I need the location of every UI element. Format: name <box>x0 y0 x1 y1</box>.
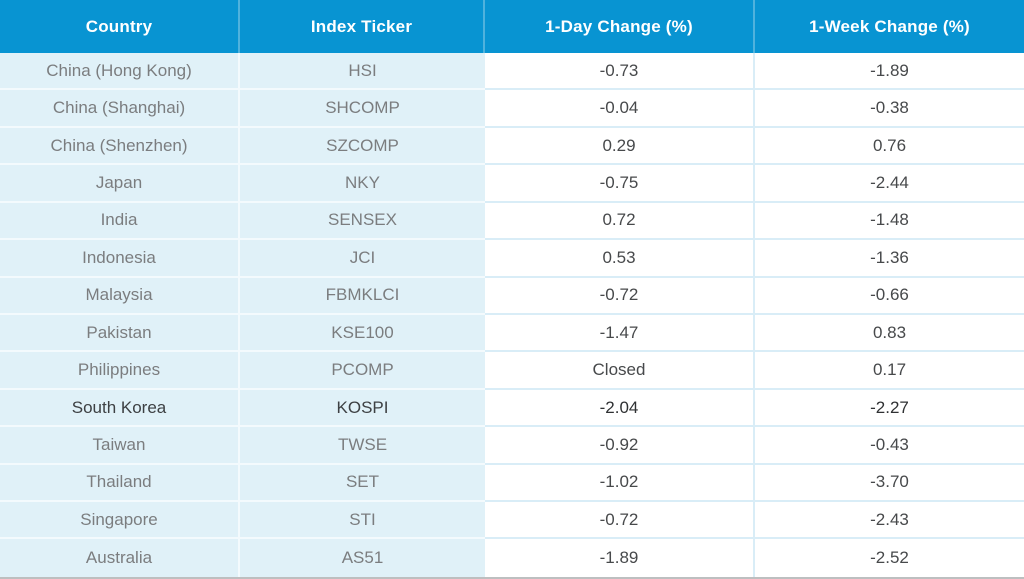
cell-week-change: -1.36 <box>755 240 1024 278</box>
cell-day-change: -1.89 <box>485 539 755 577</box>
cell-ticker: SENSEX <box>240 202 485 241</box>
table-row: Japan NKY -0.75 -2.44 <box>0 165 1024 203</box>
cell-country: Thailand <box>0 464 240 503</box>
cell-country: Singapore <box>0 502 240 540</box>
cell-day-change: -0.73 <box>485 53 755 91</box>
cell-country: Malaysia <box>0 277 240 315</box>
cell-week-change: -0.38 <box>755 90 1024 128</box>
cell-ticker: FBMKLCI <box>240 277 485 315</box>
cell-ticker: JCI <box>240 240 485 278</box>
cell-ticker: HSI <box>240 53 485 91</box>
cell-country: South Korea <box>0 389 240 428</box>
cell-country: Indonesia <box>0 240 240 278</box>
table-row: Thailand SET -1.02 -3.70 <box>0 464 1024 503</box>
cell-ticker: KSE100 <box>240 314 485 353</box>
cell-week-change: -0.66 <box>755 277 1024 315</box>
cell-day-change: -0.72 <box>485 502 755 540</box>
cell-day-change: -0.04 <box>485 90 755 128</box>
cell-country: Australia <box>0 539 240 577</box>
cell-ticker: AS51 <box>240 539 485 577</box>
cell-day-change: -1.02 <box>485 464 755 503</box>
column-header-week-change: 1-Week Change (%) <box>809 16 970 36</box>
cell-country: India <box>0 202 240 241</box>
cell-ticker: TWSE <box>240 427 485 465</box>
cell-day-change: 0.53 <box>485 240 755 278</box>
cell-week-change: 0.76 <box>755 127 1024 166</box>
cell-day-change: 0.29 <box>485 127 755 166</box>
table-row: Australia AS51 -1.89 -2.52 <box>0 539 1024 577</box>
cell-week-change: -2.27 <box>755 389 1024 428</box>
cell-day-change: 0.72 <box>485 202 755 241</box>
cell-day-change: -0.72 <box>485 277 755 315</box>
table-row: China (Hong Kong) HSI -0.73 -1.89 <box>0 53 1024 91</box>
column-header-country: Country <box>0 0 240 53</box>
cell-ticker: PCOMP <box>240 352 485 390</box>
table-row: Malaysia FBMKLCI -0.72 -0.66 <box>0 277 1024 315</box>
cell-ticker: SHCOMP <box>240 90 485 128</box>
table-row: China (Shenzhen) SZCOMP 0.29 0.76 <box>0 127 1024 166</box>
cell-ticker: SZCOMP <box>240 127 485 166</box>
cell-day-change: Closed <box>485 352 755 390</box>
cell-ticker: NKY <box>240 165 485 203</box>
cell-week-change: 0.17 <box>755 352 1024 390</box>
cell-day-change: -2.04 <box>485 389 755 428</box>
table-row: Indonesia JCI 0.53 -1.36 <box>0 240 1024 278</box>
cell-week-change: -2.52 <box>755 539 1024 577</box>
table-header-row: Country Index Ticker 1-Day Change (%) 1-… <box>0 0 1024 53</box>
table-row: Singapore STI -0.72 -2.43 <box>0 502 1024 540</box>
cell-week-change: -3.70 <box>755 464 1024 503</box>
table-row: Philippines PCOMP Closed 0.17 <box>0 352 1024 390</box>
cell-country: China (Shenzhen) <box>0 127 240 166</box>
cell-week-change: 0.83 <box>755 314 1024 353</box>
table-row: India SENSEX 0.72 -1.48 <box>0 202 1024 241</box>
cell-country: China (Hong Kong) <box>0 53 240 91</box>
cell-ticker: SET <box>240 464 485 503</box>
column-header-day-change: 1-Day Change (%) <box>485 0 755 53</box>
cell-week-change: -2.43 <box>755 502 1024 540</box>
cell-country: Japan <box>0 165 240 203</box>
column-header-ticker: Index Ticker <box>240 0 485 53</box>
table-row: China (Shanghai) SHCOMP -0.04 -0.38 <box>0 90 1024 128</box>
cell-ticker: STI <box>240 502 485 540</box>
cell-week-change: -2.44 <box>755 165 1024 203</box>
cell-country: Philippines <box>0 352 240 390</box>
cell-day-change: -0.75 <box>485 165 755 203</box>
table-row: South Korea KOSPI -2.04 -2.27 <box>0 389 1024 428</box>
cell-week-change: -1.89 <box>755 53 1024 91</box>
cell-week-change: -0.43 <box>755 427 1024 465</box>
table-row: Taiwan TWSE -0.92 -0.43 <box>0 427 1024 465</box>
cell-ticker: KOSPI <box>240 389 485 428</box>
cell-country: China (Shanghai) <box>0 90 240 128</box>
cell-day-change: -0.92 <box>485 427 755 465</box>
table-body: China (Hong Kong) HSI -0.73 -1.89 China … <box>0 53 1024 577</box>
cell-country: Pakistan <box>0 314 240 353</box>
cell-week-change: -1.48 <box>755 202 1024 241</box>
cell-day-change: -1.47 <box>485 314 755 353</box>
cell-country: Taiwan <box>0 427 240 465</box>
table-row: Pakistan KSE100 -1.47 0.83 <box>0 314 1024 353</box>
